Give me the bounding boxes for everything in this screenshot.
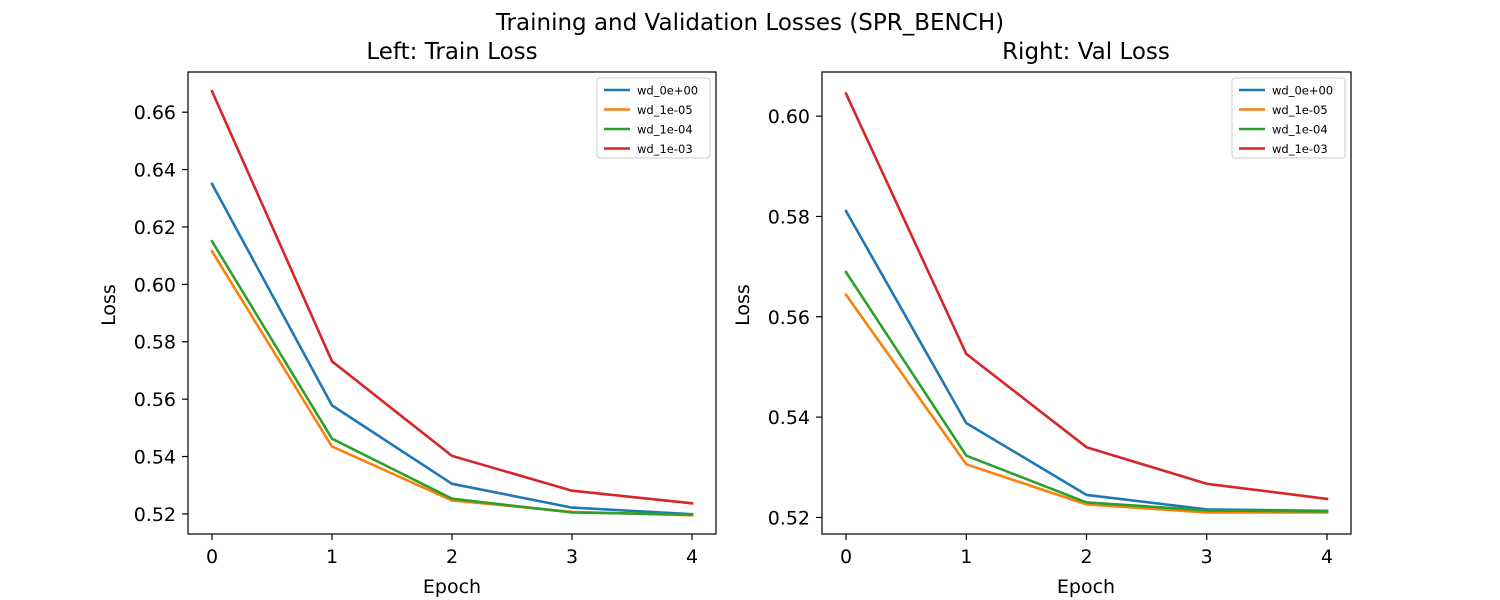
- legend-box: [596, 77, 711, 159]
- series-line-wd_0e+00: [844, 209, 1329, 513]
- y-axis-label: Loss: [732, 284, 754, 326]
- figure-title: Training and Validation Losses (SPR_BENC…: [495, 10, 1004, 36]
- x-tick-label: 1: [960, 546, 972, 568]
- x-tick-label: 0: [206, 546, 218, 568]
- y-tick-label: 0.54: [134, 447, 176, 469]
- series-line-wd_1e-03: [844, 91, 1329, 501]
- y-tick-label: 0.64: [134, 160, 176, 182]
- y-axis-label: Loss: [98, 284, 120, 326]
- y-tick-label: 0.56: [768, 307, 810, 329]
- legend-label: wd_1e-05: [637, 103, 693, 117]
- legend-label: wd_0e+00: [637, 84, 698, 98]
- x-axis-label: Epoch: [1057, 576, 1115, 598]
- series-line-wd_1e-05: [210, 249, 694, 517]
- plot-area: 0 1 2 3 4 0.52 0.54 0.56 0.58 0.60 0.62 0.64 0.66 wd_…: [134, 71, 717, 568]
- chart-title: Left: Train Loss: [366, 39, 537, 65]
- x-tick-label: 2: [1080, 546, 1092, 568]
- x-tick-label: 3: [566, 546, 578, 568]
- series-line-wd_0e+00: [210, 182, 694, 516]
- x-tick-label: 4: [686, 546, 698, 568]
- legend-label: wd_1e-04: [637, 123, 693, 137]
- x-tick-label: 1: [326, 546, 338, 568]
- series-line-wd_1e-05: [844, 292, 1329, 514]
- chart-val-loss: Right: Val Loss Epoch Loss 0 1 2 3 4 0.52 0.54…: [732, 39, 1352, 598]
- x-tick-label: 0: [840, 546, 852, 568]
- plot-area: 0 1 2 3 4 0.52 0.54 0.56 0.58 0.60 wd_0e+00 wd_1e-0…: [768, 71, 1352, 568]
- x-tick-label: 4: [1321, 546, 1333, 568]
- chart-title: Right: Val Loss: [1002, 39, 1170, 65]
- y-tick-label: 0.58: [134, 332, 176, 354]
- legend-label: wd_1e-05: [1272, 103, 1328, 117]
- series-line-wd_1e-04: [210, 239, 694, 516]
- y-tick-label: 0.56: [134, 389, 176, 411]
- series-line-wd_1e-03: [210, 89, 694, 505]
- y-tick-label: 0.66: [134, 102, 176, 124]
- series-line-wd_1e-04: [844, 270, 1329, 513]
- y-tick-label: 0.60: [134, 274, 176, 296]
- chart-train-loss: Left: Train Loss Epoch Loss 0 1 2 3 4 0.52 0.5…: [98, 39, 717, 598]
- legend-box: [1231, 77, 1346, 159]
- y-tick-label: 0.62: [134, 217, 176, 239]
- y-tick-label: 0.54: [768, 407, 810, 429]
- y-tick-label: 0.52: [768, 507, 810, 529]
- legend-label: wd_1e-03: [1272, 142, 1328, 156]
- x-tick-label: 3: [1201, 546, 1213, 568]
- x-axis-label: Epoch: [423, 576, 481, 598]
- legend-label: wd_0e+00: [1272, 84, 1333, 98]
- y-tick-label: 0.60: [768, 106, 810, 128]
- y-tick-label: 0.52: [134, 504, 176, 526]
- y-tick-label: 0.58: [768, 206, 810, 228]
- legend-label: wd_1e-03: [637, 142, 693, 156]
- x-tick-label: 2: [446, 546, 458, 568]
- legend-label: wd_1e-04: [1272, 123, 1328, 137]
